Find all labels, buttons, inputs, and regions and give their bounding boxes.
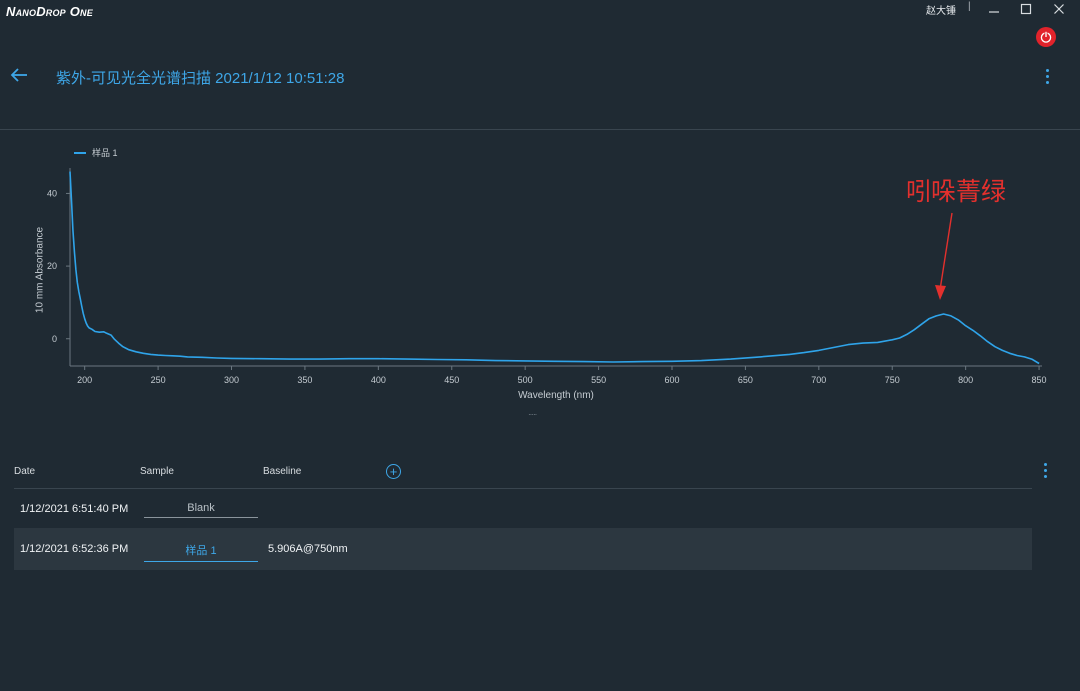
x-tick-label: 800 <box>958 375 973 385</box>
table-row-selected[interactable] <box>14 528 1032 570</box>
row-2-date[interactable]: 1/12/2021 6:52:36 PM <box>20 543 129 555</box>
minimize-icon <box>989 11 999 13</box>
spectrum-chart: 200 250 300 350 400 450 500 550 600 650 700 750 800 8… <box>47 168 1047 401</box>
x-tick-label: 250 <box>151 375 166 385</box>
row-2-baseline: 5.906A@750nm <box>268 543 348 555</box>
maximize-icon <box>1020 3 1032 15</box>
power-button[interactable] <box>1036 27 1056 47</box>
x-tick-label: 500 <box>518 375 533 385</box>
arrow-left-icon <box>10 68 27 82</box>
annotation-arrow <box>939 212 953 291</box>
minimize-button[interactable] <box>983 0 1005 18</box>
more-vertical-icon <box>1043 462 1047 466</box>
annotation-label: 吲哚菁绿 <box>906 178 1007 206</box>
col-header-baseline[interactable]: Baseline <box>263 466 302 477</box>
y-tick-label: 0 <box>52 334 57 344</box>
power-icon <box>1040 31 1052 43</box>
legend-swatch <box>74 151 86 154</box>
close-button[interactable] <box>1048 0 1070 18</box>
app-logo: NanoDrop One <box>6 4 93 19</box>
x-axis-label: Wavelength (nm) <box>518 390 594 401</box>
more-vertical-icon <box>1045 68 1049 72</box>
x-tick-label: 750 <box>885 375 900 385</box>
add-column-button[interactable]: + <box>386 464 401 479</box>
plus-icon: + <box>389 464 398 479</box>
header-divider <box>0 129 1080 130</box>
chart-legend: 样品 1 <box>74 146 118 159</box>
x-tick-label: 450 <box>444 375 459 385</box>
page-title: 紫外-可见光全光谱扫描 2021/1/12 10:51:28 <box>56 70 345 87</box>
resize-grip[interactable]: ····· <box>528 410 537 419</box>
x-tick-label: 850 <box>1032 375 1047 385</box>
legend-label: 样品 1 <box>92 148 118 158</box>
user-name[interactable]: 赵大锤 <box>926 6 956 17</box>
row-1-date[interactable]: 1/12/2021 6:51:40 PM <box>20 503 129 515</box>
row-2-sample-input[interactable]: 样品 1 <box>144 542 258 562</box>
title-separator: | <box>968 1 971 12</box>
col-header-date[interactable]: Date <box>14 466 36 477</box>
table-more-button[interactable] <box>1038 460 1052 480</box>
x-tick-label: 400 <box>371 375 386 385</box>
x-tick-label: 550 <box>591 375 606 385</box>
col-header-sample[interactable]: Sample <box>140 466 174 477</box>
series-line-sample-1 <box>69 171 1040 365</box>
x-tick-label: 700 <box>811 375 826 385</box>
x-tick-label: 300 <box>224 375 239 385</box>
x-tick-label: 200 <box>77 375 92 385</box>
back-button[interactable] <box>8 64 30 86</box>
row-1-sample-input[interactable]: Blank <box>144 502 258 518</box>
x-tick-label: 600 <box>664 375 679 385</box>
y-tick-label: 40 <box>47 188 57 198</box>
y-tick-label: 20 <box>47 261 57 271</box>
annotation-arrowhead <box>935 285 946 300</box>
close-icon <box>1054 4 1064 14</box>
x-tick-label: 350 <box>297 375 312 385</box>
header-more-button[interactable] <box>1040 66 1054 86</box>
maximize-button[interactable] <box>1015 0 1037 18</box>
table-header-divider <box>14 488 1032 489</box>
x-tick-label: 650 <box>738 375 753 385</box>
